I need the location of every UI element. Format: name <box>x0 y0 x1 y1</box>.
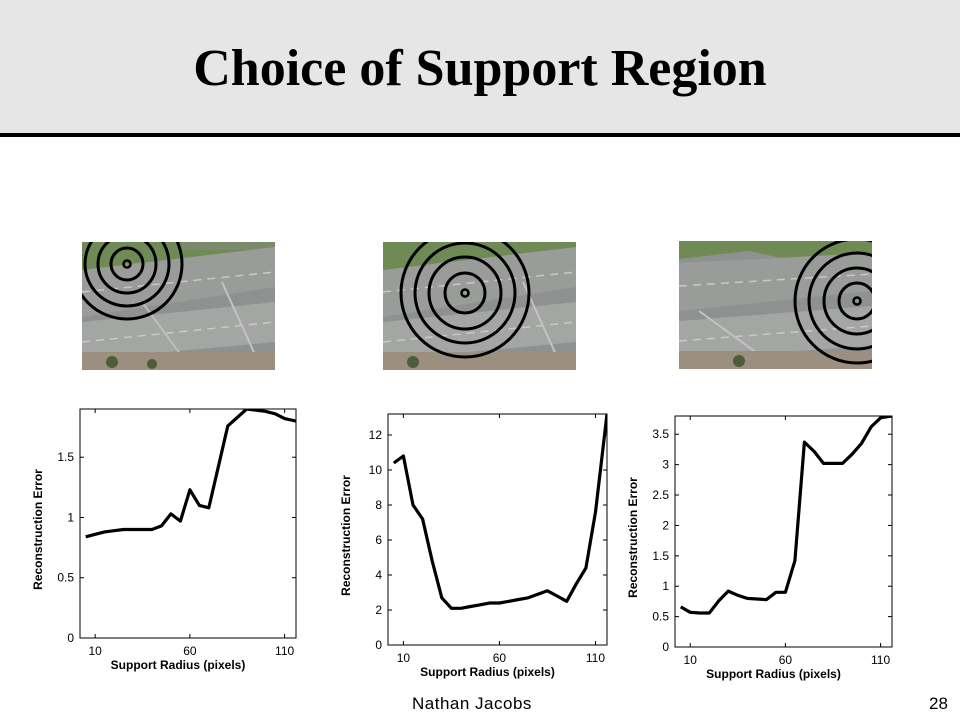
x-tick-label: 10 <box>684 653 698 667</box>
y-tick-label: 0 <box>375 638 382 652</box>
y-tick-label: 0.5 <box>57 571 74 585</box>
x-tick-label: 10 <box>397 651 411 665</box>
y-axis-label: Reconstruction Error <box>626 477 640 598</box>
y-axis-label: Reconstruction Error <box>31 469 45 590</box>
y-tick-label: 10 <box>369 463 383 477</box>
x-axis-label: Support Radius (pixels) <box>420 665 555 679</box>
y-tick-label: 0.5 <box>652 610 669 624</box>
y-tick-label: 1.5 <box>652 549 669 563</box>
plot-frame <box>387 413 608 646</box>
intersection-photo-3-image <box>679 241 872 369</box>
y-tick-label: 12 <box>369 428 383 442</box>
footer-author: Nathan Jacobs <box>412 694 532 713</box>
y-tick-label: 0 <box>662 640 669 654</box>
y-tick-label: 8 <box>375 498 382 512</box>
intersection-photo-1-image <box>82 242 275 370</box>
intersection-photo-2 <box>383 242 576 370</box>
intersection-photo-2-image <box>383 242 576 370</box>
error-series-line <box>679 416 892 615</box>
error-chart-1-svg: 10 60 110 0 0.5 1 1.5 Support Radius (pixels) Re… <box>31 408 297 672</box>
error-chart-3: 10 60 110 0 0.5 1 1.5 2 2.5 3 3.5 Support Radius (p… <box>610 395 910 685</box>
x-tick-label: 60 <box>183 644 197 658</box>
title-divider <box>0 133 960 137</box>
intersection-photo-3 <box>679 241 872 369</box>
x-axis-label: Support Radius (pixels) <box>111 658 246 672</box>
plot-frame <box>674 415 893 648</box>
error-chart-2-svg: 10 60 110 0 2 4 6 8 10 12 Support Radius (pixels) R… <box>339 413 608 679</box>
y-tick-label: 1.5 <box>57 450 74 464</box>
page-number: 28 <box>929 694 948 713</box>
slide-title: Choice of Support Region <box>193 40 767 97</box>
intersection-photo-1 <box>82 242 275 370</box>
plot-frame <box>79 408 297 639</box>
error-chart-1: 10 60 110 0 0.5 1 1.5 Support Radius (pixels) Re… <box>0 395 310 685</box>
y-tick-label: 3 <box>662 458 669 472</box>
error-chart-2: 10 60 110 0 2 4 6 8 10 12 Support Radius (pixels) R… <box>310 395 610 685</box>
y-tick-label: 6 <box>375 533 382 547</box>
y-tick-label: 1 <box>662 579 669 593</box>
x-tick-label: 110 <box>871 653 890 667</box>
x-tick-label: 60 <box>493 651 507 665</box>
error-series-line <box>392 414 607 610</box>
y-tick-label: 2 <box>375 603 382 617</box>
error-chart-3-svg: 10 60 110 0 0.5 1 1.5 2 2.5 3 3.5 Support Radius (p… <box>626 415 893 681</box>
y-tick-label: 1 <box>67 510 74 524</box>
y-tick-label: 0 <box>67 631 74 645</box>
x-tick-label: 110 <box>275 644 294 658</box>
title-bar <box>0 0 960 133</box>
x-axis-label: Support Radius (pixels) <box>706 667 841 681</box>
x-tick-label: 110 <box>586 651 605 665</box>
x-tick-label: 10 <box>88 644 102 658</box>
y-tick-label: 2 <box>662 518 669 532</box>
y-tick-label: 3.5 <box>652 427 669 441</box>
x-tick-label: 60 <box>779 653 793 667</box>
y-tick-label: 4 <box>375 568 382 582</box>
error-series-line <box>85 409 296 539</box>
y-axis-label: Reconstruction Error <box>339 475 353 596</box>
y-tick-label: 2.5 <box>652 488 669 502</box>
